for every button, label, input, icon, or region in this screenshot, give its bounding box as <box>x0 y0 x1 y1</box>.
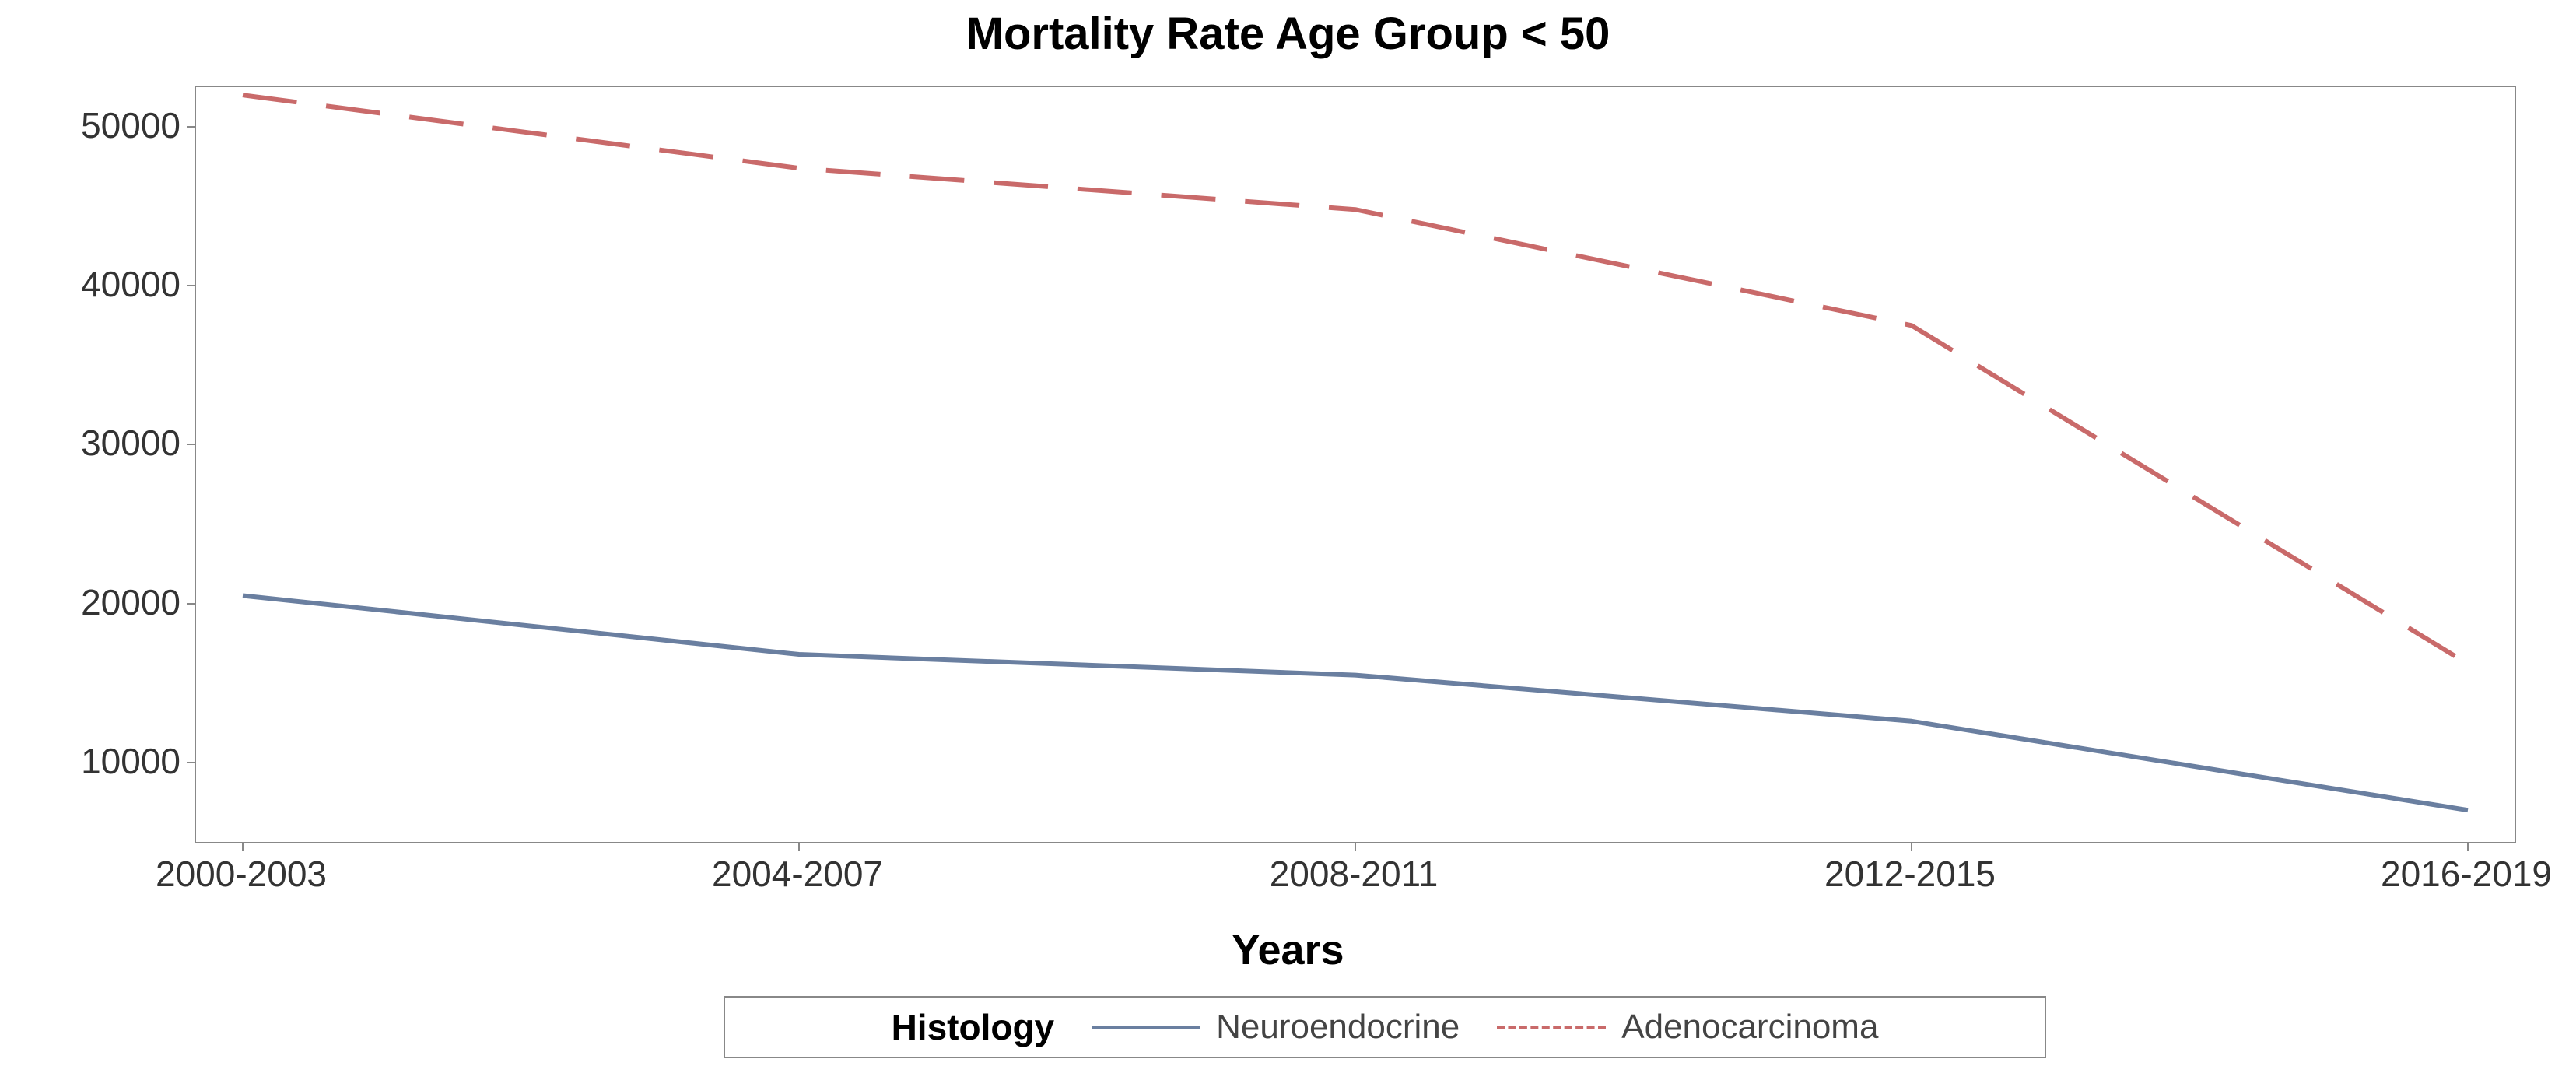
x-tick-label: 2016-2019 <box>2381 853 2552 895</box>
x-tick-mark <box>1911 842 1912 851</box>
legend-label: Neuroendocrine <box>1216 1008 1460 1047</box>
plot-area <box>195 86 2516 843</box>
y-tick-label: 30000 <box>81 422 180 464</box>
series-line <box>243 595 2468 810</box>
legend-swatch <box>1497 1026 1606 1029</box>
y-tick-label: 10000 <box>81 740 180 782</box>
y-tick-mark <box>187 603 196 605</box>
legend-swatch <box>1092 1026 1200 1029</box>
y-tick-label: 50000 <box>81 104 180 146</box>
legend-title: Histology <box>892 1006 1055 1048</box>
legend-label: Adenocarcinoma <box>1621 1008 1878 1047</box>
x-tick-mark <box>2467 842 2469 851</box>
y-tick-label: 20000 <box>81 581 180 623</box>
x-tick-label: 2008-2011 <box>1270 853 1439 895</box>
x-tick-mark <box>242 842 244 851</box>
series-line <box>243 95 2468 664</box>
legend-item: Adenocarcinoma <box>1497 1008 1878 1047</box>
y-tick-mark <box>187 285 196 286</box>
mortality-chart: Mortality Rate Age Group < 50 Mortality … <box>0 0 2576 1073</box>
legend: Histology Neuroendocrine Adenocarcinoma <box>724 996 2046 1058</box>
y-tick-mark <box>187 762 196 763</box>
y-tick-label: 40000 <box>81 263 180 305</box>
y-tick-mark <box>187 444 196 445</box>
x-tick-label: 2004-2007 <box>712 853 883 895</box>
x-tick-label: 2012-2015 <box>1824 853 1996 895</box>
x-axis-label: Years <box>0 926 2576 974</box>
legend-item: Neuroendocrine <box>1092 1008 1460 1047</box>
series-lines <box>196 87 2515 842</box>
x-tick-label: 2000-2003 <box>156 853 327 895</box>
y-tick-mark <box>187 126 196 128</box>
x-tick-mark <box>1355 842 1356 851</box>
x-tick-mark <box>798 842 800 851</box>
